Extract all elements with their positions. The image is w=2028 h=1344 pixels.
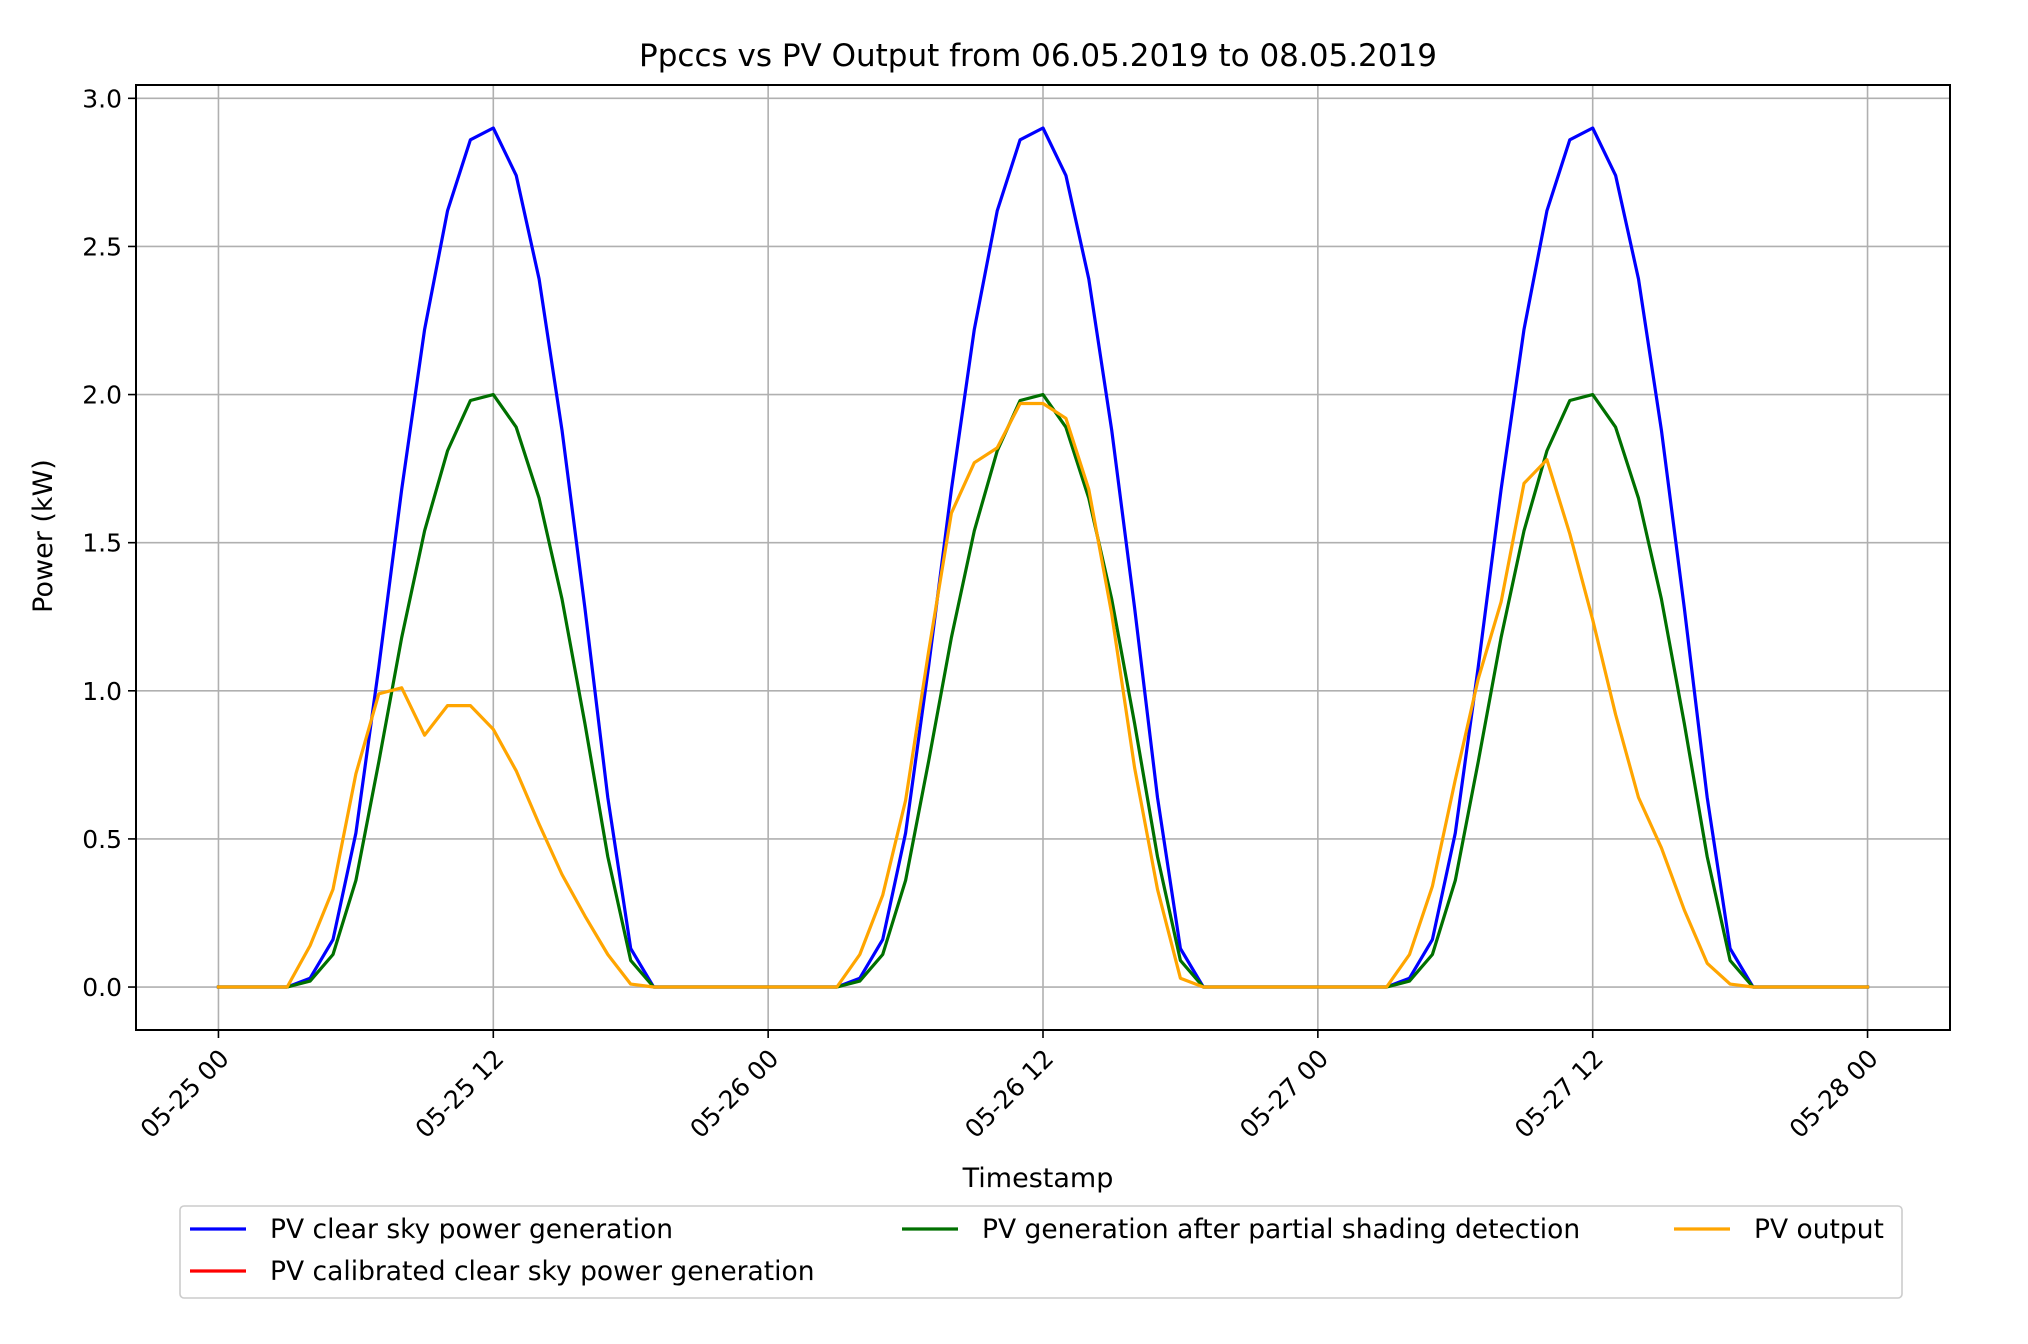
legend: PV clear sky power generation PV calibrat… <box>179 1205 1903 1299</box>
legend-label-0: PV clear sky power generation <box>270 1214 673 1245</box>
series-line-3 <box>216 401 1870 989</box>
series-group <box>216 126 1870 989</box>
y-tick-label: 1.0 <box>82 677 122 706</box>
x-axis-label: Timestamp <box>962 1163 1114 1194</box>
chart-title: Ppccs vs PV Output from 06.05.2019 to 08… <box>639 38 1437 74</box>
series-line-0 <box>216 126 1870 989</box>
legend-label-3: PV output <box>1754 1214 1884 1245</box>
y-tick-label: 2.5 <box>82 232 122 261</box>
legend-label-1: PV calibrated clear sky power generation <box>270 1256 815 1287</box>
legend-label-2: PV generation after partial shading dete… <box>982 1214 1580 1245</box>
y-tick-label: 2.0 <box>82 381 122 410</box>
legend-box <box>179 1205 1903 1299</box>
y-tick-label: 0.0 <box>82 973 122 1002</box>
series-line-2 <box>216 393 1870 989</box>
y-tick-label: 0.5 <box>82 825 122 854</box>
y-tick-label: 3.0 <box>82 84 122 113</box>
grid <box>136 85 1950 1030</box>
y-axis-label: Power (kW) <box>28 459 59 613</box>
y-tick-label: 1.5 <box>82 529 122 558</box>
